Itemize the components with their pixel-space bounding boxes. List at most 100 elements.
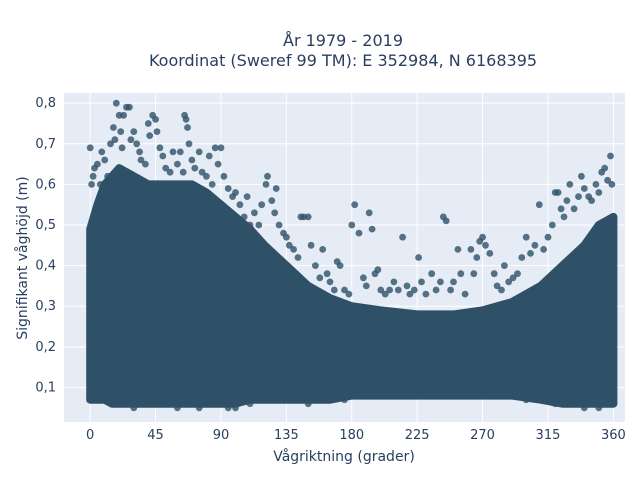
data-point: [601, 164, 609, 172]
data-point: [531, 241, 539, 249]
data-point: [454, 246, 462, 253]
data-point: [176, 148, 184, 156]
y-tick-label: 0,1: [35, 380, 56, 395]
data-points: [86, 99, 618, 412]
data-point: [410, 286, 418, 294]
data-point: [224, 185, 232, 192]
data-point: [120, 111, 127, 119]
data-point: [251, 209, 258, 217]
data-point: [240, 213, 248, 221]
data-point: [362, 282, 370, 290]
data-point: [479, 233, 486, 241]
data-point: [217, 144, 225, 152]
data-point: [421, 392, 428, 399]
data-point: [179, 168, 187, 176]
data-point: [96, 181, 104, 188]
data-point: [399, 233, 406, 241]
data-point: [162, 164, 170, 172]
data-point: [348, 221, 356, 229]
data-point: [493, 392, 501, 399]
data-point: [89, 172, 97, 180]
data-point: [486, 250, 494, 257]
data-point: [377, 286, 385, 294]
data-point: [198, 168, 206, 176]
data-point: [418, 278, 425, 286]
data-point: [268, 197, 276, 205]
data-point: [125, 103, 133, 111]
data-point: [522, 396, 530, 404]
data-point: [535, 201, 543, 209]
data-point: [246, 221, 254, 229]
y-tick-label: 0,6: [35, 177, 56, 192]
data-point: [570, 205, 578, 213]
data-point: [493, 282, 501, 290]
data-point: [386, 286, 393, 294]
data-point: [220, 172, 228, 180]
data-point: [211, 144, 219, 152]
x-tick-label: 360: [601, 428, 626, 443]
data-point: [275, 221, 283, 229]
data-point: [118, 144, 126, 152]
data-point: [415, 254, 422, 261]
data-point: [509, 274, 517, 282]
data-point: [365, 209, 373, 217]
y-tick-label: 0,7: [35, 137, 56, 152]
data-point: [127, 136, 135, 144]
data-point: [560, 213, 568, 221]
x-tick-label: 135: [274, 428, 299, 443]
data-point: [501, 262, 508, 269]
data-point: [540, 246, 547, 253]
data-point: [580, 185, 588, 192]
x-tick-label: 225: [405, 428, 430, 443]
data-point: [208, 181, 216, 188]
data-point: [316, 274, 324, 282]
data-point: [174, 160, 181, 168]
data-point: [473, 254, 481, 261]
x-tick-label: 90: [213, 428, 230, 443]
data-point: [111, 136, 119, 144]
data-point: [146, 132, 154, 140]
chart-title-line-1: År 1979 - 2019: [283, 31, 403, 50]
data-point: [214, 160, 222, 168]
x-tick-label: 45: [147, 428, 164, 443]
data-point: [304, 213, 312, 221]
data-point: [307, 241, 315, 249]
data-point: [341, 396, 348, 404]
data-point: [527, 250, 534, 257]
data-point: [174, 404, 181, 412]
data-point: [544, 233, 552, 241]
data-point: [490, 270, 498, 278]
y-tick-label: 0,4: [35, 259, 56, 274]
data-point: [608, 181, 616, 188]
x-tick-label: 180: [339, 428, 364, 443]
data-point: [457, 270, 465, 278]
data-point: [588, 197, 595, 205]
data-point: [563, 197, 571, 205]
x-tick-label: 0: [86, 428, 94, 443]
data-point: [422, 290, 430, 298]
data-point: [285, 241, 293, 249]
data-point: [323, 270, 331, 278]
data-point: [156, 144, 164, 152]
data-point: [470, 270, 478, 278]
y-axis-title: Signifikant våghöjd (m): [14, 176, 31, 339]
data-point: [86, 144, 94, 152]
data-point: [368, 225, 376, 233]
data-point: [595, 404, 603, 412]
data-point: [104, 172, 111, 180]
data-point: [107, 140, 114, 148]
data-point: [255, 221, 263, 229]
data-point: [442, 217, 450, 225]
data-point: [336, 262, 344, 269]
data-point: [450, 278, 457, 286]
y-tick-label: 0,5: [35, 218, 56, 233]
data-point: [166, 168, 174, 176]
data-point: [394, 286, 402, 294]
data-point: [604, 176, 611, 184]
data-point: [432, 286, 440, 294]
data-point: [182, 116, 190, 123]
data-point: [224, 404, 232, 412]
data-point: [428, 270, 436, 278]
data-point: [505, 278, 513, 286]
data-point: [294, 254, 302, 261]
